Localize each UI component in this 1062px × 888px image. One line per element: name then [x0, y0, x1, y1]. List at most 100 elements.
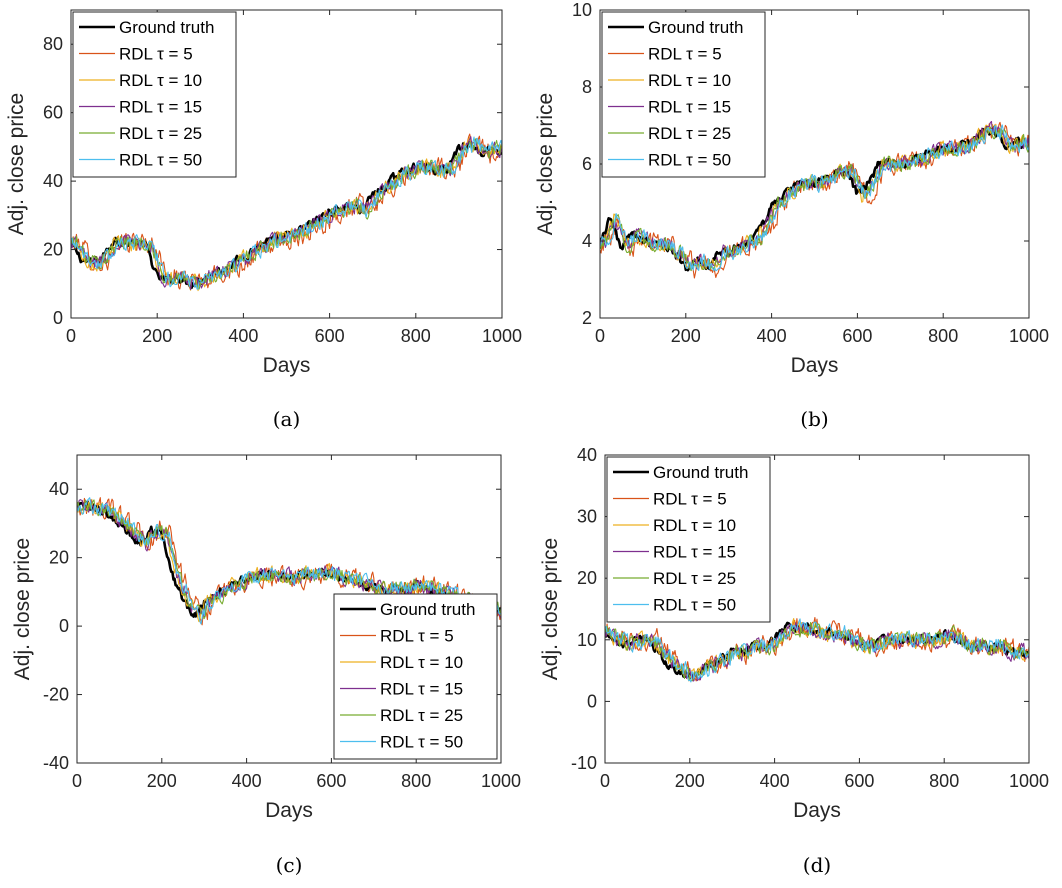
x-tick-label: 200 — [142, 326, 172, 346]
y-tick-label: 40 — [43, 171, 63, 191]
y-tick-label: 20 — [43, 240, 63, 260]
legend-entry: RDL τ = 25 — [119, 124, 202, 143]
panel-caption: (c) — [276, 853, 303, 877]
legend: Ground truth RDL τ = 5 RDL τ = 10 RDL τ = 1… — [72, 11, 237, 178]
axes-frame — [70, 9, 503, 319]
legend-entry: RDL τ = 25 — [380, 706, 463, 725]
y-axis-label: Adj. close price — [534, 93, 557, 235]
y-axis-label: Adj. close price — [11, 538, 34, 680]
legend-entry: RDL τ = 15 — [653, 543, 736, 562]
x-tick-label: 200 — [675, 771, 705, 791]
legend-entry: RDL τ = 5 — [653, 490, 727, 509]
x-tick-label: 400 — [757, 326, 787, 346]
y-axis-label: Adj. close price — [5, 93, 28, 235]
legend-entry: RDL τ = 50 — [119, 151, 202, 170]
series-line-rdl-tau-50 — [600, 124, 1029, 272]
legend-entry: RDL τ = 15 — [380, 680, 463, 699]
legend-entry: Ground truth — [653, 463, 748, 482]
legend-entry: RDL τ = 10 — [648, 71, 731, 90]
y-tick-label: 80 — [43, 34, 63, 54]
x-tick-label: 200 — [147, 771, 177, 791]
x-tick-label: 0 — [595, 326, 605, 346]
y-tick-label: 40 — [49, 479, 69, 499]
x-axis-label: Days — [793, 799, 841, 822]
y-tick-label: 8 — [582, 77, 592, 97]
y-tick-label: 20 — [577, 568, 597, 588]
legend-entry: RDL τ = 50 — [653, 596, 736, 615]
legend-entry: RDL τ = 10 — [653, 516, 736, 535]
axes-frame — [76, 454, 502, 764]
y-tick-label: 2 — [582, 308, 592, 328]
chart-panel-c: 0 200 400 600 800 1000 -40 -20 0 20 40 Days Adj. clo… — [11, 454, 521, 877]
panel-caption: (a) — [273, 407, 301, 431]
series-line-rdl-tau-5 — [71, 133, 502, 290]
legend: Ground truth RDL τ = 5 RDL τ = 10 RDL τ = 1… — [601, 11, 766, 178]
series-line-rdl-tau-50 — [77, 497, 501, 625]
x-tick-label: 400 — [228, 326, 258, 346]
legend: Ground truth RDL τ = 5 RDL τ = 10 RDL τ = 1… — [333, 593, 498, 760]
x-tick-label: 400 — [232, 771, 262, 791]
x-axis-label: Days — [791, 354, 839, 377]
legend-entry: Ground truth — [648, 18, 743, 37]
legend-entry: RDL τ = 25 — [653, 569, 736, 588]
x-axis-label: Days — [265, 799, 313, 822]
lines-group — [77, 497, 501, 626]
lines-group — [605, 616, 1029, 683]
y-tick-label: 4 — [582, 231, 592, 251]
x-tick-label: 600 — [316, 771, 346, 791]
legend-entry: RDL τ = 10 — [380, 653, 463, 672]
legend-entry: RDL τ = 5 — [648, 45, 722, 64]
y-tick-label: 30 — [577, 507, 597, 527]
y-tick-label: -10 — [571, 753, 597, 773]
series-line-rdl-tau-50 — [71, 136, 502, 290]
legend: Ground truth RDL τ = 5 RDL τ = 10 RDL τ = 1… — [606, 456, 771, 623]
legend-box — [606, 456, 771, 623]
legend-box — [333, 593, 498, 760]
legend-entry: Ground truth — [380, 600, 475, 619]
y-tick-label: 10 — [577, 630, 597, 650]
legend-entry: RDL τ = 25 — [648, 124, 731, 143]
y-axis-label: Adj. close price — [539, 538, 562, 680]
y-tick-label: -40 — [43, 753, 69, 773]
x-tick-label: 0 — [72, 771, 82, 791]
legend-entry: RDL τ = 10 — [119, 71, 202, 90]
x-tick-label: 0 — [66, 326, 76, 346]
legend-entry: RDL τ = 15 — [648, 98, 731, 117]
y-tick-label: 0 — [53, 308, 63, 328]
x-tick-label: 1000 — [1009, 326, 1049, 346]
chart-panel-b: 0 200 400 600 800 1000 2 4 6 8 10 Days Adj. close pr… — [534, 0, 1049, 431]
x-tick-label: 800 — [929, 771, 959, 791]
x-tick-label: 800 — [928, 326, 958, 346]
y-tick-label: 0 — [59, 616, 69, 636]
legend-box — [72, 11, 237, 178]
legend-entry: Ground truth — [119, 18, 214, 37]
x-tick-label: 200 — [671, 326, 701, 346]
x-tick-label: 600 — [844, 771, 874, 791]
x-tick-label: 0 — [600, 771, 610, 791]
lines-group — [600, 120, 1029, 279]
series-line-rdl-tau-5 — [605, 616, 1029, 682]
x-tick-label: 800 — [401, 771, 431, 791]
x-tick-label: 400 — [760, 771, 790, 791]
y-tick-label: 40 — [577, 445, 597, 465]
x-tick-label: 1000 — [481, 771, 521, 791]
y-tick-label: 10 — [572, 0, 592, 20]
legend-entry: RDL τ = 50 — [380, 733, 463, 752]
x-tick-label: 600 — [842, 326, 872, 346]
legend-entry: RDL τ = 50 — [648, 151, 731, 170]
x-tick-label: 800 — [401, 326, 431, 346]
panel-caption: (b) — [800, 407, 828, 431]
legend-box — [601, 11, 766, 178]
chart-panel-a: 0 200 400 600 800 1000 0 20 40 60 80 Days Adj. close… — [5, 9, 522, 431]
legend-entry: RDL τ = 15 — [119, 98, 202, 117]
legend-entry: RDL τ = 5 — [380, 627, 454, 646]
y-tick-label: -20 — [43, 685, 69, 705]
lines-group — [71, 133, 502, 292]
y-tick-label: 20 — [49, 548, 69, 568]
x-tick-label: 1000 — [1009, 771, 1049, 791]
y-tick-label: 60 — [43, 103, 63, 123]
x-tick-label: 600 — [315, 326, 345, 346]
y-tick-label: 6 — [582, 154, 592, 174]
